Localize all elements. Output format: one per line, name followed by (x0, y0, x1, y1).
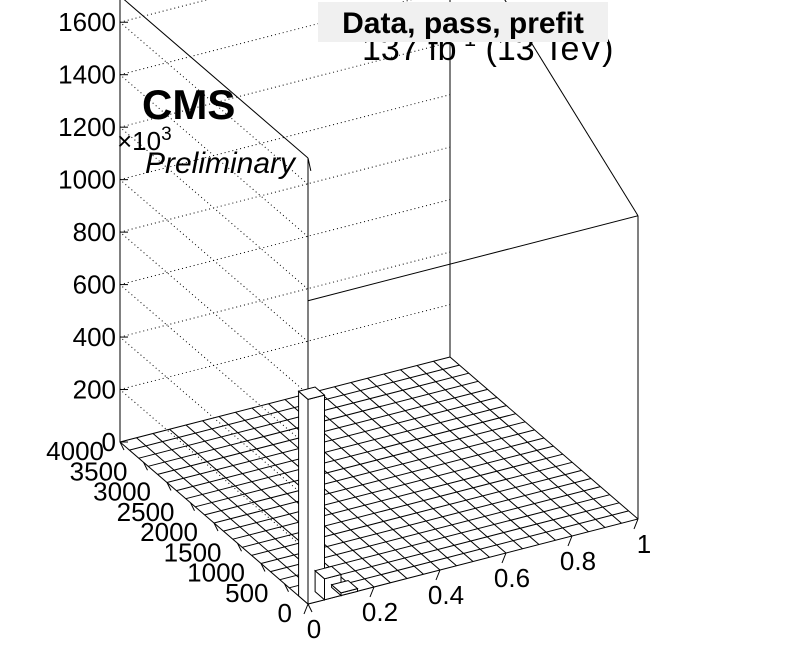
left-wall-gridline (119, 21, 309, 185)
x-tick-label: 0.2 (362, 597, 398, 627)
floor-gridline-y (185, 413, 516, 500)
z-axis-ticks: 0 200 400 600 800 1000 1200 1400 1600 (58, 7, 128, 457)
y-tick-mark (284, 583, 289, 592)
x-tick-label: 0 (307, 614, 321, 644)
bar-face (297, 386, 326, 400)
y-tick-label: 2500 (117, 497, 175, 527)
x-axis-ticks: 0 0.2 0.4 0.6 0.8 1 (303, 518, 651, 644)
floor-gridline-y (279, 494, 610, 581)
floor-gridline-y (119, 356, 451, 443)
x-tick-mark (369, 586, 375, 598)
z-tick-label: 0 (102, 427, 116, 457)
preliminary-label: Preliminary (145, 147, 297, 180)
x-tick-label: 1 (637, 529, 651, 559)
x-tick-label: 0.6 (494, 563, 530, 593)
y-tick-mark (237, 543, 242, 552)
y-tick-mark (260, 563, 266, 572)
floor-gridline-y (195, 421, 526, 508)
frame-edge (307, 157, 312, 172)
back-wall-gridline (119, 0, 209, 23)
z-tick-label: 600 (73, 270, 116, 300)
bar (314, 565, 343, 601)
bar-face (298, 390, 309, 606)
back-wall-gridline (119, 41, 451, 128)
x-tick-label: 0.4 (428, 580, 464, 610)
y-tick-mark (213, 522, 219, 532)
back-wall-gridline (119, 0, 413, 76)
y-tick-label: 1000 (187, 558, 245, 588)
y-tick-mark (119, 441, 125, 451)
z-tick-label: 1200 (58, 112, 116, 142)
floor-gridline-y (307, 518, 639, 605)
floor-gridline-y (204, 429, 535, 516)
bar-face (330, 579, 359, 594)
frame-edge (123, 0, 309, 159)
cms-label: CMS (142, 81, 235, 128)
y-tick-label: 1500 (164, 537, 222, 567)
floor-gridline-y (176, 405, 507, 492)
floor-gridline-y (213, 437, 545, 524)
back-wall-gridline (119, 94, 451, 181)
y-tick-label: 3500 (70, 456, 128, 486)
left-wall-gridline (119, 231, 309, 395)
y-tick-label: 4000 (46, 436, 104, 466)
y-tick-label: 2000 (140, 517, 198, 547)
left-wall-gridline (119, 284, 309, 447)
z-multiplier-label: ×103 (117, 124, 172, 156)
x-tick-mark (567, 535, 573, 547)
frame-edge (504, 0, 639, 216)
plot-title: Data, pass, prefit (342, 7, 584, 40)
x-tick-mark (633, 518, 639, 530)
z-tick-label: 400 (73, 322, 116, 352)
back-wall-gridline (119, 304, 451, 391)
floor-gridline-y (270, 486, 601, 573)
left-wall-gridline (119, 179, 309, 343)
floor-gridline-y (242, 461, 573, 548)
y-tick-mark (143, 462, 148, 471)
z-tick-label: 1400 (58, 60, 116, 90)
left-wall-gridline (119, 74, 309, 238)
z-tick-label: 1600 (58, 7, 116, 37)
z-tick-label: 1000 (58, 165, 116, 195)
floor-gridline-y (289, 502, 620, 589)
y-tick-mark (190, 502, 195, 511)
z-tick-label: 200 (73, 375, 116, 405)
x-tick-mark (303, 603, 309, 615)
back-wall-gridline (119, 251, 451, 338)
floor-gridline-y (166, 397, 498, 483)
y-tick-label: 500 (225, 578, 268, 608)
back-wall-gridline (119, 146, 451, 233)
y-tick-mark (166, 482, 172, 491)
y-tick-mark (307, 603, 313, 613)
x-tick-label: 0.8 (560, 546, 596, 576)
front-top-edge (307, 215, 639, 302)
z-tick-label: 800 (73, 217, 116, 247)
floor-gridline-y (298, 510, 629, 597)
bar-face (314, 565, 343, 580)
bar (330, 579, 359, 597)
y-tick-label: 3000 (93, 477, 151, 507)
bar (297, 386, 326, 606)
x-tick-mark (435, 569, 441, 581)
floor-gridline-y (223, 445, 554, 532)
floor-gridline-y (129, 364, 460, 451)
y-tick-label: 0 (278, 598, 292, 628)
floor-gridline-y (232, 453, 563, 540)
left-wall-gridline (119, 126, 309, 290)
bars-group (297, 386, 359, 606)
back-wall-gridline (119, 199, 451, 286)
title-box (318, 2, 608, 42)
x-tick-mark (501, 552, 507, 564)
